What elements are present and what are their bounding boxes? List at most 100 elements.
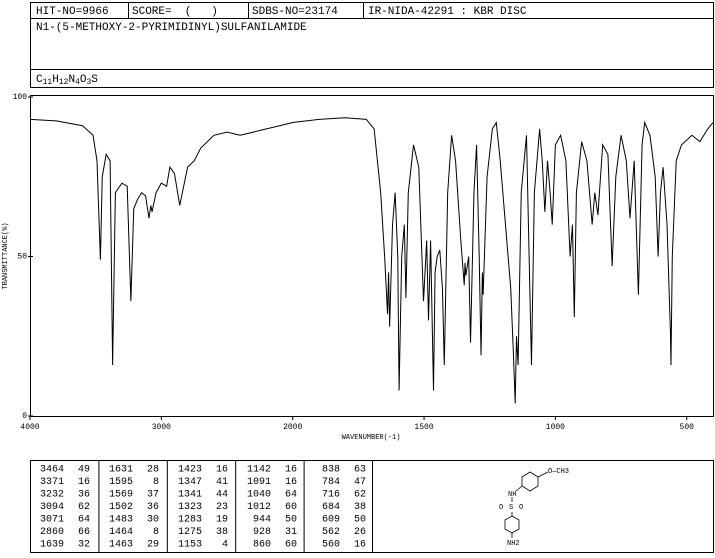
- header: HIT-NO=9966 SCORE= ( ) SDBS-NO=23174 IR-…: [30, 2, 714, 88]
- spectrum-line: [29, 117, 714, 404]
- plot-frame: [30, 95, 714, 417]
- peak-wavenumber: 2860: [40, 527, 64, 538]
- formula-element: O: [80, 74, 87, 86]
- peak-wavenumber: 1464: [109, 527, 133, 538]
- peak-transmittance: 36: [147, 502, 159, 513]
- peak-transmittance: 62: [78, 502, 90, 513]
- peak-wavenumber: 562: [322, 527, 340, 538]
- peak-wavenumber: 1639: [40, 540, 64, 551]
- peak-wavenumber: 609: [322, 515, 340, 526]
- formula-subscript: 11: [43, 78, 53, 87]
- x-tick-label: 2000: [283, 423, 302, 432]
- peak-wavenumber: 1423: [178, 465, 202, 476]
- peak-wavenumber: 1283: [178, 515, 202, 526]
- peak-wavenumber: 3071: [40, 515, 64, 526]
- peak-transmittance: 16: [285, 465, 297, 476]
- peak-wavenumber: 3232: [40, 490, 64, 501]
- peak-wavenumber: 3464: [40, 465, 64, 476]
- peak-transmittance: 49: [78, 465, 90, 476]
- formula-subscript: 3: [86, 78, 91, 87]
- formula-box: [30, 69, 714, 88]
- peak-transmittance: 26: [354, 527, 366, 538]
- peak-transmittance: 30: [147, 515, 159, 526]
- x-tick-label: 1500: [414, 423, 433, 432]
- formula-element: C: [36, 74, 43, 86]
- peak-transmittance: 8: [153, 527, 159, 538]
- peak-wavenumber: 1631: [109, 465, 133, 476]
- peak-transmittance: 38: [354, 502, 366, 513]
- hit-no: HIT-NO=9966: [36, 6, 109, 18]
- x-tick-label: 4000: [20, 423, 39, 432]
- formula-element: S: [91, 74, 98, 86]
- structure-label: NH2: [507, 540, 520, 548]
- peak-wavenumber: 3094: [40, 502, 64, 513]
- x-tick-label: 3000: [152, 423, 171, 432]
- x-axis-label: WAVENUMBER(-1): [342, 434, 401, 442]
- formula-subscript: 4: [75, 78, 80, 87]
- peak-wavenumber: 944: [253, 515, 271, 526]
- peak-transmittance: 8: [153, 477, 159, 488]
- peak-transmittance: 64: [78, 515, 90, 526]
- peak-wavenumber: 1341: [178, 490, 202, 501]
- benzene-ring: [504, 515, 520, 534]
- bond: [537, 471, 549, 478]
- ir-code: IR-NIDA-42291 : KBR DISC: [368, 6, 527, 18]
- structure-label: O: [499, 504, 503, 512]
- peak-wavenumber: 860: [253, 540, 271, 551]
- formula-element: H: [52, 74, 59, 86]
- peak-transmittance: 62: [354, 490, 366, 501]
- y-tick-label: 50: [17, 253, 27, 262]
- peak-wavenumber: 1142: [247, 465, 271, 476]
- peak-wavenumber: 1012: [247, 502, 271, 513]
- peak-wavenumber: 784: [322, 477, 340, 488]
- peak-transmittance: 4: [222, 540, 228, 551]
- structure: [504, 471, 549, 538]
- peak-wavenumber: 684: [322, 502, 340, 513]
- peak-transmittance: 16: [216, 465, 228, 476]
- pyrimidine-ring: [521, 471, 539, 492]
- peak-transmittance: 23: [216, 502, 228, 513]
- peak-transmittance: 16: [354, 540, 366, 551]
- peak-transmittance: 50: [354, 515, 366, 526]
- peak-wavenumber: 1091: [247, 477, 271, 488]
- peak-transmittance: 64: [285, 490, 297, 501]
- peak-transmittance: 41: [216, 477, 228, 488]
- structure-label: S: [509, 504, 513, 512]
- peak-transmittance: 32: [78, 540, 90, 551]
- plot: 0 50 100 4000 3000 2000 1500 1000 500 WAVENUMBER(…: [2, 93, 714, 442]
- peak-transmittance: 44: [216, 490, 228, 501]
- peak-transmittance: 16: [78, 477, 90, 488]
- peak-wavenumber: 716: [322, 490, 340, 501]
- formula-subscript: 12: [59, 78, 69, 87]
- peak-transmittance: 28: [147, 465, 159, 476]
- peak-transmittance: 36: [78, 490, 90, 501]
- x-tick-label: 1000: [546, 423, 565, 432]
- peak-wavenumber: 1040: [247, 490, 271, 501]
- peak-transmittance: 63: [354, 465, 366, 476]
- peak-wavenumber: 1323: [178, 502, 202, 513]
- peak-wavenumber: 928: [253, 527, 271, 538]
- peak-wavenumber: 1483: [109, 515, 133, 526]
- peak-wavenumber: 838: [322, 465, 340, 476]
- peak-wavenumber: 1502: [109, 502, 133, 513]
- peak-wavenumber: 1153: [178, 540, 202, 551]
- peak-transmittance: 29: [147, 540, 159, 551]
- structure-label: O—CH3: [548, 468, 569, 476]
- peak-transmittance: 60: [285, 502, 297, 513]
- peak-wavenumber: 1463: [109, 540, 133, 551]
- x-tick-label: 500: [680, 423, 695, 432]
- peak-wavenumber: 1275: [178, 527, 202, 538]
- peak-wavenumber: 560: [322, 540, 340, 551]
- formula-element: N: [68, 74, 75, 86]
- peak-wavenumber: 1347: [178, 477, 202, 488]
- peak-transmittance: 50: [285, 515, 297, 526]
- peak-transmittance: 47: [354, 477, 366, 488]
- score: SCORE= ( ): [132, 6, 218, 18]
- bond: [515, 485, 523, 492]
- structure-labels: O—CH3 NH S O O NH2: [499, 468, 569, 548]
- compound-name: N1-(5-METHOXY-2-PYRIMIDINYL)SULFANILAMID…: [36, 22, 307, 34]
- y-axis-label: TRANSMITTANCE(%): [2, 222, 10, 289]
- sdbs-no: SDBS-NO=23174: [252, 6, 338, 18]
